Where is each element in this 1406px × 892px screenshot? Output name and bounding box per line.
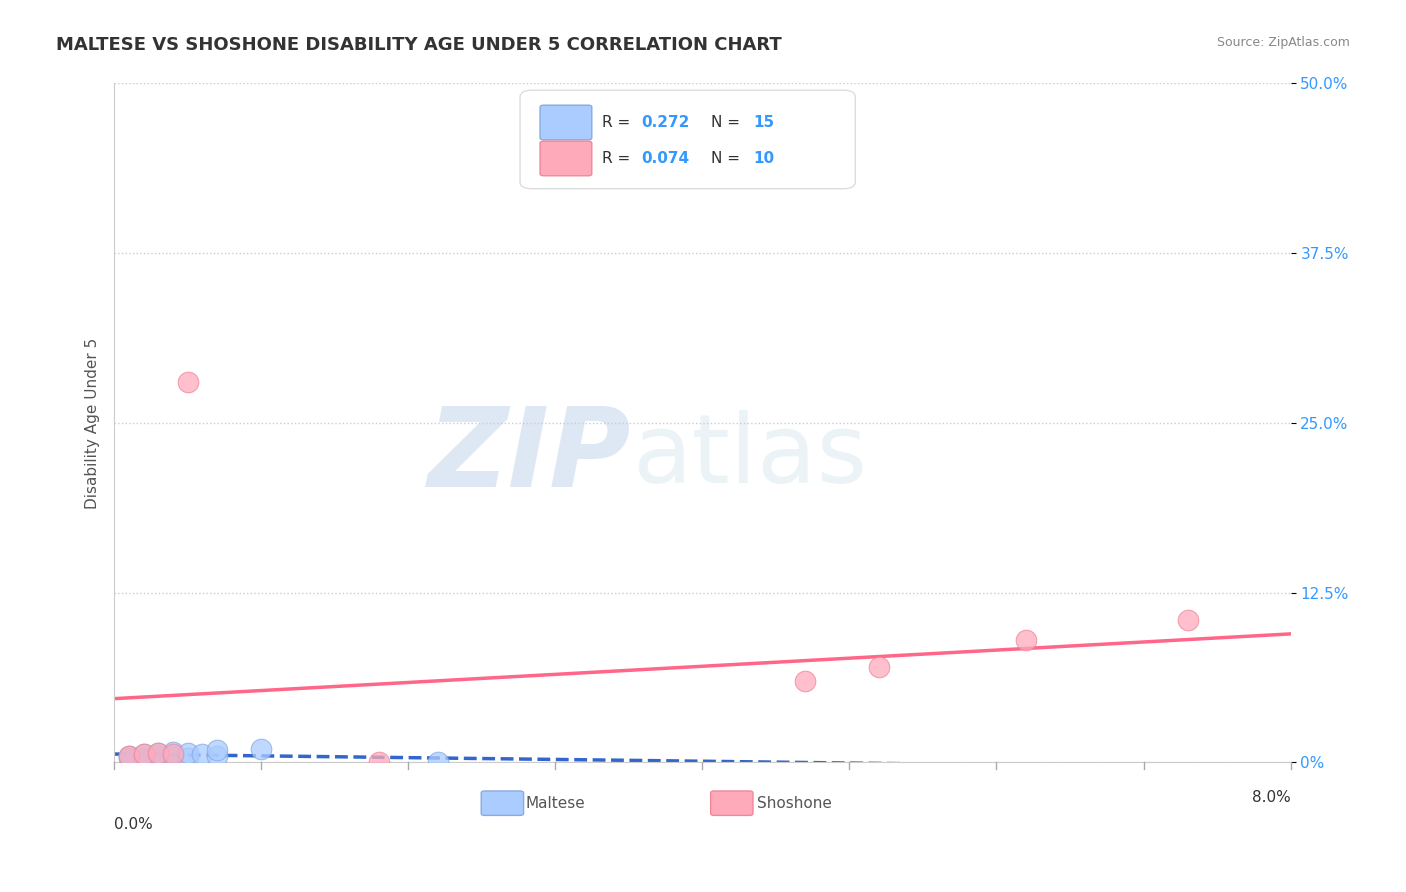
Text: Maltese: Maltese bbox=[526, 796, 586, 811]
Point bbox=[132, 747, 155, 762]
Point bbox=[367, 756, 389, 770]
Text: 10: 10 bbox=[754, 152, 775, 166]
Text: ZIP: ZIP bbox=[429, 403, 631, 510]
Text: 0.0%: 0.0% bbox=[114, 817, 153, 831]
FancyBboxPatch shape bbox=[481, 791, 523, 815]
Text: N =: N = bbox=[710, 115, 745, 129]
Point bbox=[794, 673, 817, 688]
Point bbox=[1015, 633, 1038, 648]
Text: R =: R = bbox=[602, 152, 636, 166]
Point bbox=[148, 748, 170, 763]
Text: atlas: atlas bbox=[631, 410, 868, 503]
Point bbox=[118, 748, 141, 763]
Point bbox=[132, 751, 155, 765]
Point bbox=[868, 660, 890, 674]
Text: 15: 15 bbox=[754, 115, 775, 129]
Text: N =: N = bbox=[710, 152, 745, 166]
Text: MALTESE VS SHOSHONE DISABILITY AGE UNDER 5 CORRELATION CHART: MALTESE VS SHOSHONE DISABILITY AGE UNDER… bbox=[56, 36, 782, 54]
Point bbox=[148, 746, 170, 760]
Point bbox=[205, 743, 228, 757]
Point bbox=[162, 748, 184, 763]
Point bbox=[132, 747, 155, 762]
Point bbox=[250, 742, 273, 756]
Point bbox=[205, 748, 228, 763]
Text: R =: R = bbox=[602, 115, 636, 129]
Point bbox=[177, 375, 200, 389]
Text: 8.0%: 8.0% bbox=[1251, 789, 1291, 805]
Text: Shoshone: Shoshone bbox=[756, 796, 831, 811]
Point bbox=[1177, 613, 1199, 627]
Text: 0.074: 0.074 bbox=[641, 152, 689, 166]
Point bbox=[118, 748, 141, 763]
Point bbox=[162, 745, 184, 759]
Text: Source: ZipAtlas.com: Source: ZipAtlas.com bbox=[1216, 36, 1350, 49]
Point bbox=[426, 756, 449, 770]
Point bbox=[191, 747, 214, 762]
Point bbox=[177, 746, 200, 760]
Point bbox=[148, 746, 170, 760]
FancyBboxPatch shape bbox=[520, 90, 855, 189]
FancyBboxPatch shape bbox=[540, 141, 592, 176]
FancyBboxPatch shape bbox=[540, 105, 592, 140]
Point bbox=[162, 747, 184, 762]
Y-axis label: Disability Age Under 5: Disability Age Under 5 bbox=[86, 337, 100, 508]
FancyBboxPatch shape bbox=[710, 791, 754, 815]
Point bbox=[118, 751, 141, 765]
Point bbox=[177, 751, 200, 765]
Text: 0.272: 0.272 bbox=[641, 115, 689, 129]
